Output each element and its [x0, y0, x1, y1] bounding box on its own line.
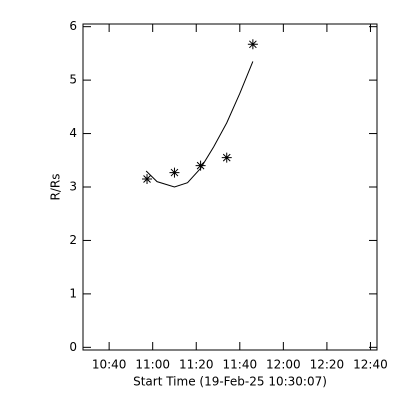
- x-tick-label: 12:00: [266, 358, 301, 372]
- asterisk-marker: [221, 152, 232, 163]
- asterisk-marker: [247, 39, 258, 50]
- y-tick-label: 6: [69, 19, 77, 33]
- plot-frame: [82, 23, 378, 351]
- x-tick-label: 11:20: [179, 358, 214, 372]
- x-tick-label: 10:40: [92, 358, 127, 372]
- asterisk-marker: [142, 173, 153, 184]
- y-tick-label: 2: [69, 233, 77, 247]
- y-tick-label: 4: [69, 126, 77, 140]
- y-tick-label: 1: [69, 286, 77, 300]
- asterisk-marker: [169, 167, 180, 178]
- x-tick-label: 11:00: [135, 358, 170, 372]
- x-axis-title: Start Time (19-Feb-25 10:30:07): [133, 375, 327, 389]
- y-tick-label: 5: [69, 73, 77, 87]
- y-tick-label: 3: [69, 180, 77, 194]
- y-axis-title: R/Rs: [49, 174, 63, 201]
- asterisk-marker: [195, 160, 206, 171]
- x-tick-label: 12:40: [353, 358, 388, 372]
- x-tick-label: 12:20: [310, 358, 345, 372]
- fit-curve: [145, 61, 254, 188]
- y-tick-label: 0: [69, 340, 77, 354]
- x-tick-label: 11:40: [223, 358, 258, 372]
